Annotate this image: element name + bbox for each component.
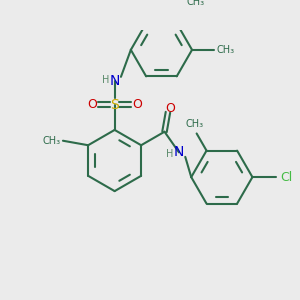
Text: CH₃: CH₃ <box>186 119 204 129</box>
Text: N: N <box>174 146 184 159</box>
Text: O: O <box>87 98 97 111</box>
Text: H: H <box>166 149 174 159</box>
Text: H: H <box>102 74 109 85</box>
Text: CH₃: CH₃ <box>187 0 205 7</box>
Text: O: O <box>132 98 142 111</box>
Text: Cl: Cl <box>280 171 292 184</box>
Text: O: O <box>165 102 175 115</box>
Text: CH₃: CH₃ <box>216 45 234 55</box>
Text: N: N <box>110 74 120 88</box>
Text: CH₃: CH₃ <box>42 136 60 146</box>
Text: S: S <box>110 98 119 112</box>
